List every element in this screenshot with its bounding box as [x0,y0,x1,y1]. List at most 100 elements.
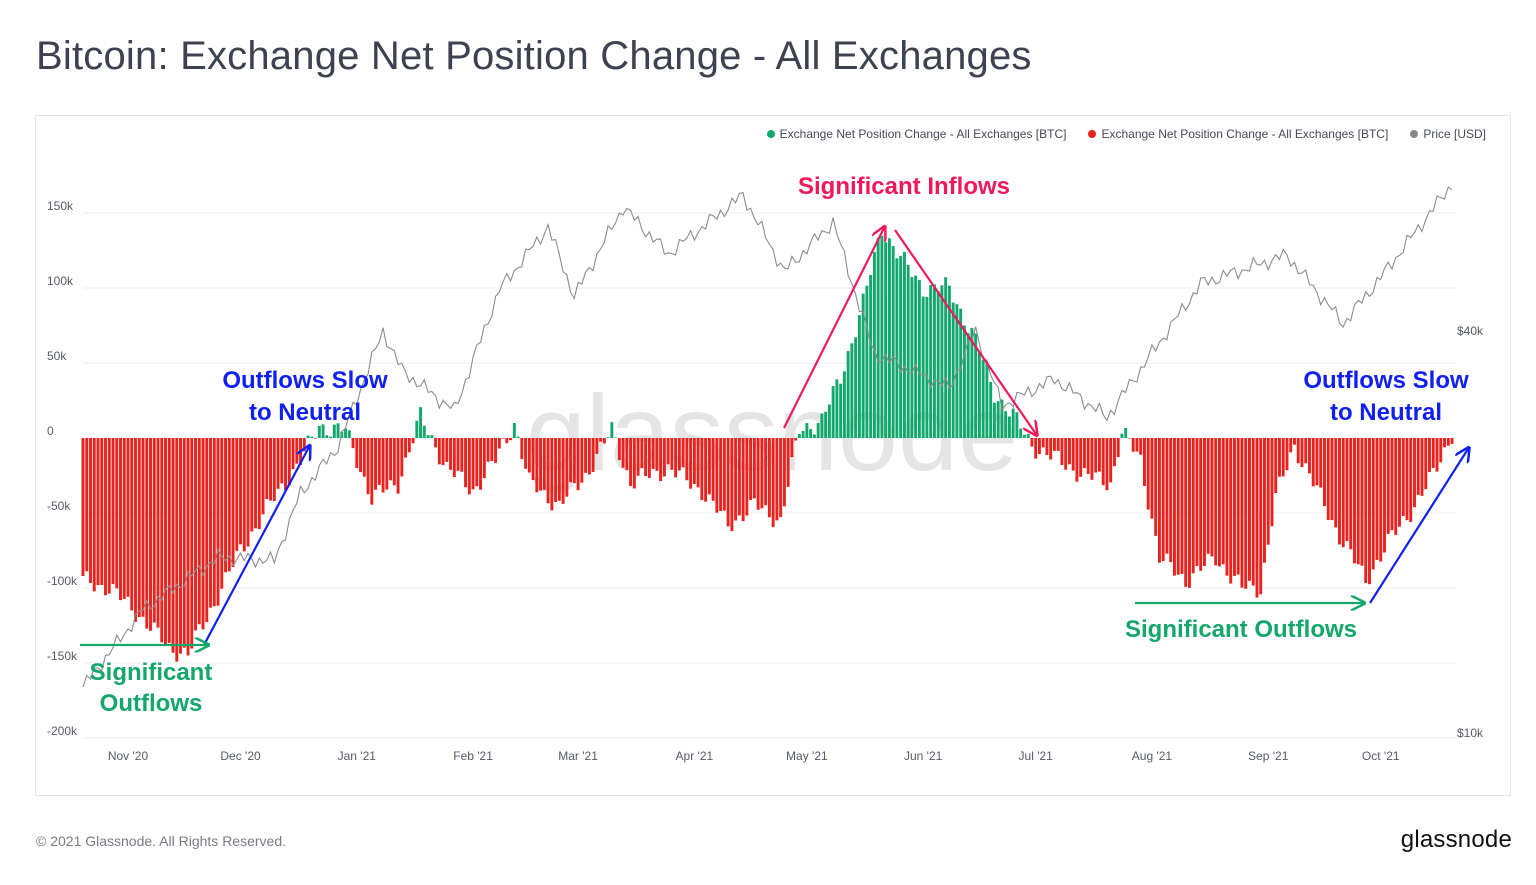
bar-negative[interactable] [291,438,295,470]
bar-negative[interactable] [1443,438,1446,448]
bar-negative[interactable] [1405,438,1409,521]
bar-negative[interactable] [377,438,381,485]
bar-negative[interactable] [1394,438,1398,535]
bar-negative[interactable] [1184,438,1188,587]
bar-positive[interactable] [340,431,344,438]
bar-negative[interactable] [179,438,182,654]
bar-negative[interactable] [272,438,276,502]
bar-positive[interactable] [977,352,981,438]
bar-negative[interactable] [107,438,111,594]
bar-negative[interactable] [722,438,726,511]
bar-positive[interactable] [614,437,618,438]
bar-positive[interactable] [797,433,801,438]
bar-negative[interactable] [1383,438,1386,553]
bar-positive[interactable] [985,363,989,438]
bar-negative[interactable] [160,438,164,643]
bar-negative[interactable] [111,438,115,585]
bar-negative[interactable] [182,438,186,648]
bar-negative[interactable] [1398,438,1401,527]
bar-negative[interactable] [587,438,591,475]
bar-negative[interactable] [302,438,306,452]
bar-negative[interactable] [1199,438,1203,571]
bar-negative[interactable] [284,438,287,491]
bar-negative[interactable] [441,438,445,465]
bar-negative[interactable] [730,438,734,532]
bar-negative[interactable] [205,438,209,623]
bar-positive[interactable] [891,246,895,438]
bar-negative[interactable] [576,438,580,491]
bar-negative[interactable] [1172,438,1176,576]
bar-negative[interactable] [1360,438,1364,566]
bar-negative[interactable] [670,438,674,470]
bar-negative[interactable] [1315,438,1319,486]
bar-negative[interactable] [644,438,648,477]
bar-negative[interactable] [786,438,790,487]
bar-negative[interactable] [617,438,621,461]
bar-negative[interactable] [494,438,498,463]
bar-negative[interactable] [1345,438,1349,542]
bar-negative[interactable] [692,438,696,484]
bar-negative[interactable] [1353,438,1356,564]
bar-negative[interactable] [1401,438,1405,517]
bar-negative[interactable] [1255,438,1259,598]
bar-positive[interactable] [422,425,426,438]
bar-negative[interactable] [1135,438,1139,452]
bar-negative[interactable] [104,438,107,596]
bar-positive[interactable] [1000,399,1004,438]
bar-negative[interactable] [1187,438,1191,588]
bar-negative[interactable] [535,438,539,493]
bar-positive[interactable] [861,293,865,438]
bar-negative[interactable] [659,438,663,482]
bar-positive[interactable] [321,424,325,438]
bar-negative[interactable] [486,438,490,462]
bar-negative[interactable] [115,438,119,589]
bar-negative[interactable] [509,438,513,441]
bar-negative[interactable] [501,438,505,439]
bar-negative[interactable] [674,438,678,478]
bar-negative[interactable] [460,438,464,472]
bar-negative[interactable] [1052,438,1056,451]
bar-negative[interactable] [602,438,606,444]
bar-negative[interactable] [475,438,479,487]
bar-positive[interactable] [936,291,940,438]
bar-positive[interactable] [850,343,854,438]
bar-positive[interactable] [1120,433,1124,438]
bar-negative[interactable] [1431,438,1435,468]
bar-positive[interactable] [884,242,888,438]
bar-negative[interactable] [167,438,171,643]
bar-positive[interactable] [887,238,891,438]
bar-negative[interactable] [152,438,156,623]
bar-negative[interactable] [1180,438,1184,574]
bar-positive[interactable] [839,383,843,438]
bar-negative[interactable] [539,438,543,491]
bar-negative[interactable] [1169,438,1173,563]
bar-negative[interactable] [246,438,250,547]
bar-negative[interactable] [257,438,261,529]
bar-negative[interactable] [1139,438,1143,455]
bar-positive[interactable] [910,277,914,438]
bar-negative[interactable] [1285,438,1289,471]
bar-negative[interactable] [1116,438,1120,458]
bar-positive[interactable] [332,424,336,438]
bar-negative[interactable] [1450,438,1454,444]
bar-negative[interactable] [216,438,220,606]
bar-negative[interactable] [141,438,145,617]
bar-negative[interactable] [1240,438,1244,588]
bar-negative[interactable] [520,438,524,460]
bar-negative[interactable] [175,438,179,662]
bar-negative[interactable] [295,438,299,464]
bar-negative[interactable] [1203,438,1206,566]
bar-negative[interactable] [1090,438,1094,480]
bar-negative[interactable] [1109,438,1113,483]
bar-negative[interactable] [137,438,141,618]
bar-negative[interactable] [400,438,404,477]
bar-negative[interactable] [355,438,359,469]
bar-negative[interactable] [392,438,396,486]
bar-negative[interactable] [100,438,104,585]
bar-positive[interactable] [914,275,918,438]
bar-negative[interactable] [767,438,771,518]
bar-negative[interactable] [1439,438,1443,463]
bar-negative[interactable] [790,438,794,458]
bar-positive[interactable] [895,258,899,438]
bar-positive[interactable] [1026,433,1030,438]
